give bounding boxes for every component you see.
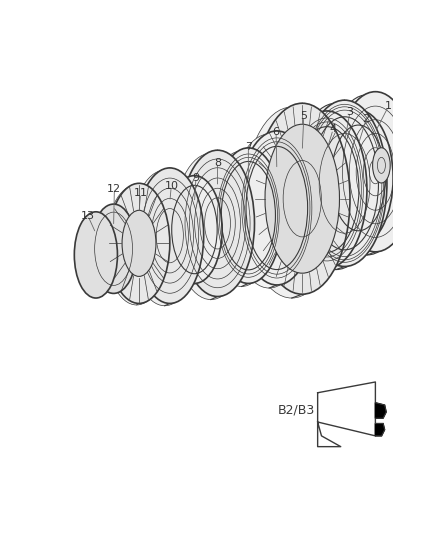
Ellipse shape [131,170,198,306]
Text: 13: 13 [81,212,95,221]
Ellipse shape [231,134,307,288]
Ellipse shape [180,150,254,296]
Text: 1: 1 [385,101,392,111]
Ellipse shape [244,107,339,298]
Text: 11: 11 [134,188,148,198]
Ellipse shape [265,124,339,273]
Ellipse shape [106,185,167,305]
Text: 5: 5 [300,111,307,122]
Ellipse shape [287,111,367,268]
Ellipse shape [302,100,387,266]
Text: 6: 6 [272,127,279,137]
Ellipse shape [294,103,378,270]
Ellipse shape [336,92,415,252]
Polygon shape [375,424,385,436]
Polygon shape [375,403,386,418]
Text: 8: 8 [214,158,221,167]
Ellipse shape [174,154,248,300]
Ellipse shape [122,211,156,277]
Text: 4: 4 [329,124,337,134]
Text: 2: 2 [363,115,370,124]
Ellipse shape [254,103,350,294]
Text: 3: 3 [346,107,353,117]
Ellipse shape [108,183,170,303]
Ellipse shape [279,114,359,271]
Ellipse shape [136,168,204,303]
Text: 12: 12 [107,184,121,193]
Text: 7: 7 [245,142,252,152]
Text: B2/B3: B2/B3 [277,404,315,417]
Text: 9: 9 [192,173,200,183]
Ellipse shape [91,204,137,294]
Ellipse shape [167,175,222,284]
Ellipse shape [208,151,276,287]
Ellipse shape [215,148,282,284]
Ellipse shape [324,110,393,246]
Ellipse shape [74,212,117,298]
Ellipse shape [327,95,407,255]
Text: 10: 10 [164,181,178,191]
Ellipse shape [320,112,390,247]
Ellipse shape [238,131,315,285]
Ellipse shape [165,176,220,284]
Ellipse shape [373,148,390,183]
